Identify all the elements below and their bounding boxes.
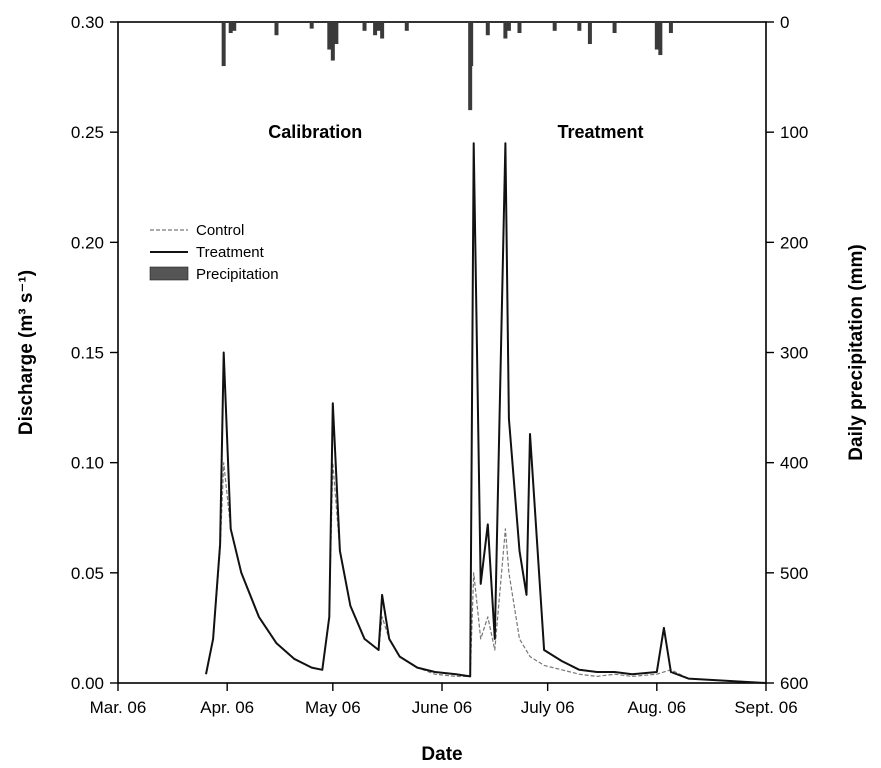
chart-text: Calibration Treatment Date Discharge (m³… <box>16 122 867 765</box>
precip-bar <box>274 22 279 36</box>
y2-tick-label: 500 <box>780 564 808 583</box>
series-treatment-line <box>205 142 767 684</box>
precip-bar <box>612 22 617 34</box>
x-tick-label: Aug. 06 <box>628 698 687 717</box>
precip-bar <box>380 22 385 39</box>
precip-bar <box>503 22 508 39</box>
precip-bar <box>221 22 226 67</box>
y-tick-label: 0.30 <box>71 13 104 32</box>
legend-label-treatment: Treatment <box>196 244 265 261</box>
precip-bar <box>552 22 557 31</box>
precip-bar <box>517 22 522 34</box>
precip-bar <box>232 22 237 31</box>
precip-bar <box>468 22 473 111</box>
y-axis-title: Discharge (m³ s⁻¹) <box>16 270 37 435</box>
y2-tick-label: 600 <box>780 674 808 693</box>
x-tick-label: June 06 <box>412 698 473 717</box>
x-tick-label: Sept. 06 <box>734 698 797 717</box>
annotation-calibration: Calibration <box>268 122 362 142</box>
precip-bar <box>228 22 233 34</box>
precip-bar <box>327 22 332 50</box>
y-tick-label: 0.20 <box>71 233 104 252</box>
plot-frame <box>117 21 767 684</box>
x-tick-label: July 06 <box>521 698 575 717</box>
y-tick-label: 0.05 <box>71 564 104 583</box>
legend-swatch-precipitation <box>149 266 189 281</box>
x-tick-label: Apr. 06 <box>200 698 254 717</box>
y-tick-label: 0.25 <box>71 123 104 142</box>
series-control-line <box>205 462 767 684</box>
y2-tick-label: 200 <box>780 233 808 252</box>
precip-bar <box>654 22 659 50</box>
precip-bar <box>362 22 367 31</box>
series-lines <box>205 142 767 684</box>
precip-bar <box>376 22 381 31</box>
y2-tick-label: 400 <box>780 454 808 473</box>
x-axis-title: Date <box>421 744 462 765</box>
precip-bar <box>404 22 409 31</box>
precip-bar <box>330 22 335 61</box>
precip-bar <box>309 22 314 29</box>
legend-label-precipitation: Precipitation <box>196 266 279 283</box>
y-tick-label: 0.10 <box>71 454 104 473</box>
y-tick-label: 0.15 <box>71 344 104 363</box>
precip-bar <box>668 22 673 34</box>
y2-tick-label: 300 <box>780 344 808 363</box>
precipitation-bars <box>221 22 673 133</box>
y2-tick-label: 100 <box>780 123 808 142</box>
period-gap <box>473 23 479 133</box>
y2-tick-label: 0 <box>780 13 789 32</box>
y-tick-label: 0.00 <box>71 674 104 693</box>
x-tick-label: Mar. 06 <box>90 698 147 717</box>
axes: Mar. 06 Apr. 06 May 06 June 06 July 06 Aug. 0… <box>71 13 808 717</box>
precip-bar <box>577 22 582 31</box>
legend: Control Treatment Precipitation <box>149 222 279 283</box>
precip-bar <box>506 22 511 31</box>
legend-label-control: Control <box>196 222 244 239</box>
precip-bar <box>485 22 490 36</box>
precip-bar <box>334 22 339 45</box>
precip-bar <box>373 22 378 36</box>
precip-bar <box>587 22 592 45</box>
y2-axis-title: Daily precipitation (mm) <box>846 244 867 460</box>
annotation-treatment: Treatment <box>557 122 643 142</box>
precip-bar <box>658 22 663 56</box>
plot-border <box>117 21 767 684</box>
x-tick-label: May 06 <box>305 698 361 717</box>
